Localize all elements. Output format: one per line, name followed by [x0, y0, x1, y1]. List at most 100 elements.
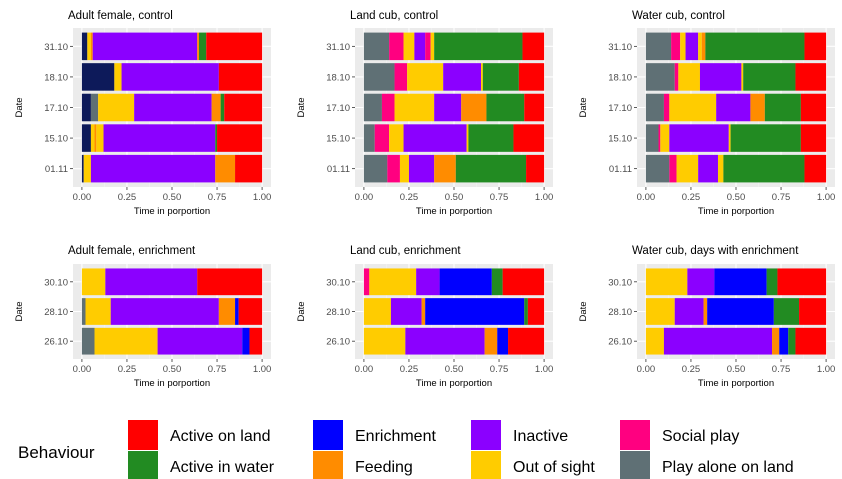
bar-segment	[804, 32, 827, 61]
bar-segment	[502, 268, 545, 296]
x-tick-label: 0.25	[400, 364, 419, 375]
bar-segment	[685, 32, 699, 61]
x-tick-label: 0.00	[355, 364, 374, 375]
bar-segment	[486, 93, 525, 122]
bar-segment	[750, 93, 765, 122]
x-tick-label: 1.00	[535, 192, 554, 203]
legend-label: Active on land	[170, 428, 271, 445]
y-tick-label: 15.10	[44, 134, 68, 145]
y-tick-label: 28.10	[608, 307, 632, 318]
bar-segment	[87, 32, 91, 61]
bar-segment	[723, 154, 805, 183]
bar-segment	[434, 32, 523, 61]
bar-segment	[522, 32, 545, 61]
bar-segment	[81, 298, 86, 325]
x-tick-label: 0.50	[163, 364, 182, 375]
bar-segment	[96, 124, 104, 152]
bar-segment	[645, 32, 672, 61]
bar-segment	[804, 154, 827, 183]
bar-segment	[714, 268, 767, 296]
y-axis-title: Date	[296, 97, 307, 117]
x-tick-label: 0.50	[445, 192, 464, 203]
bar-segment	[425, 298, 525, 325]
bar-segment	[81, 93, 91, 122]
legend-swatch	[128, 451, 158, 479]
bar-segment	[363, 268, 370, 296]
bar-segment	[399, 154, 409, 183]
bar-segment	[703, 298, 708, 325]
bar-segment	[238, 298, 263, 325]
bar-segment	[779, 327, 789, 355]
x-tick-label: 0.25	[682, 192, 701, 203]
bar-segment	[403, 124, 467, 152]
x-tick-label: 0.00	[637, 364, 656, 375]
bar-segment	[217, 124, 263, 152]
x-tick-label: 0.00	[355, 192, 374, 203]
bar-segment	[394, 93, 435, 122]
x-tick-label: 0.75	[772, 192, 791, 203]
bar-segment	[403, 32, 415, 61]
bar-segment	[497, 327, 509, 355]
bar-segment	[663, 327, 773, 355]
y-tick-label: 15.10	[326, 134, 350, 145]
bar-segment	[94, 327, 158, 355]
bar-segment	[98, 93, 135, 122]
bar-segment	[795, 327, 827, 355]
legend-label: Enrichment	[355, 428, 436, 445]
bar-segment	[698, 154, 718, 183]
y-axis-title: Date	[14, 301, 25, 321]
y-tick-label: 18.10	[608, 72, 632, 83]
y-tick-label: 30.10	[326, 277, 350, 288]
legend-label: Feeding	[355, 459, 413, 476]
legend-swatch	[620, 420, 650, 450]
bar-segment	[103, 124, 216, 152]
bar-segment	[363, 327, 406, 355]
x-tick-label: 0.75	[490, 364, 509, 375]
bar-segment	[699, 63, 742, 91]
legend-label: Play alone on land	[662, 459, 794, 476]
bar-segment	[698, 32, 702, 61]
x-tick-label: 1.00	[817, 192, 836, 203]
bar-segment	[526, 154, 545, 183]
bar-segment	[707, 298, 774, 325]
bar-segment	[90, 93, 99, 122]
bar-segment	[134, 93, 212, 122]
legend-swatch	[313, 451, 343, 479]
bar-segment	[669, 93, 717, 122]
bar-segment	[743, 63, 796, 91]
bar-segment	[671, 32, 681, 61]
y-tick-label: 17.10	[44, 103, 68, 114]
bar-segment	[235, 298, 239, 325]
x-tick-label: 0.50	[445, 364, 464, 375]
bar-segment	[92, 32, 198, 61]
legend-label: Active in water	[170, 459, 275, 476]
x-tick-label: 0.75	[490, 192, 509, 203]
y-axis-title: Date	[14, 97, 25, 117]
y-tick-label: 31.10	[326, 42, 350, 53]
x-tick-label: 0.25	[118, 364, 137, 375]
bar-segment	[645, 154, 670, 183]
x-tick-label: 0.25	[682, 364, 701, 375]
bar-segment	[518, 63, 545, 91]
panel-title: Land cub, control	[350, 10, 438, 22]
bar-segment	[645, 327, 664, 355]
bar-segment	[508, 327, 545, 355]
legend-swatch	[620, 451, 650, 479]
x-tick-label: 0.75	[208, 192, 227, 203]
bar-segment	[645, 93, 664, 122]
bar-segment	[461, 93, 487, 122]
y-axis-title: Date	[296, 301, 307, 321]
x-axis-title: Time in porportion	[698, 206, 774, 217]
bar-segment	[705, 32, 805, 61]
bar-segment	[491, 268, 503, 296]
bar-segment	[773, 298, 800, 325]
bar-segment	[669, 124, 729, 152]
bar-segment	[434, 154, 456, 183]
bar-segment	[527, 298, 545, 325]
bar-segment	[466, 124, 469, 152]
bar-segment	[764, 93, 801, 122]
x-tick-label: 0.50	[727, 192, 746, 203]
bar-segment	[199, 32, 207, 61]
bar-segment	[443, 63, 482, 91]
x-tick-label: 0.75	[772, 364, 791, 375]
